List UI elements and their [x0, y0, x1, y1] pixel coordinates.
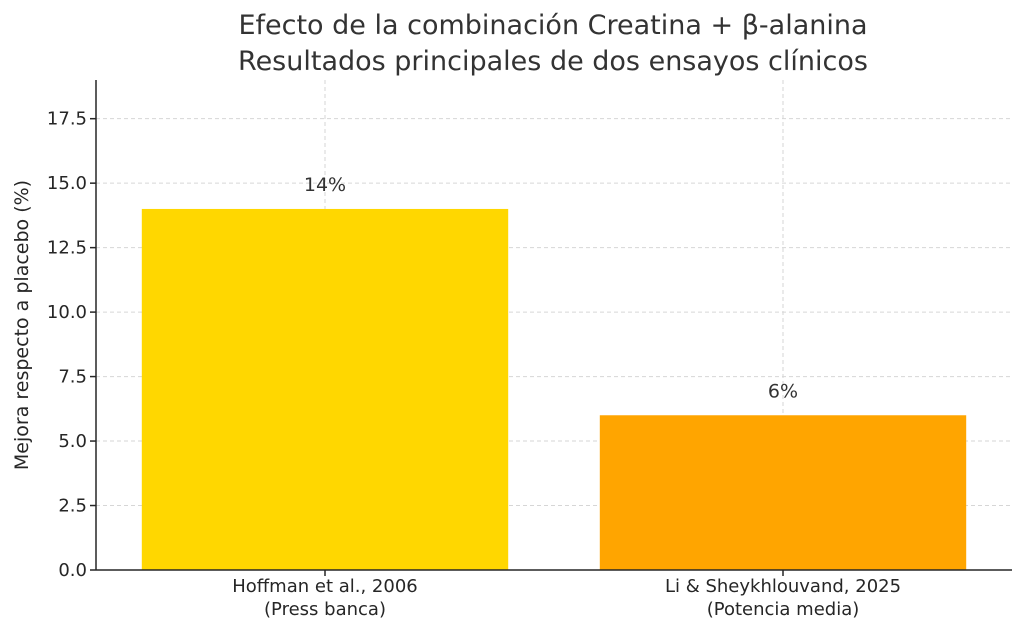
- bar: [599, 415, 967, 570]
- x-axis-labels: Hoffman et al., 2006(Press banca) Li & Sh…: [232, 570, 901, 620]
- y-tick-label: 15.0: [47, 173, 87, 194]
- data-label: 14%: [304, 174, 346, 196]
- y-tick-label: 0.0: [58, 560, 87, 581]
- data-label: 6%: [768, 380, 798, 402]
- y-tick-label: 10.0: [47, 302, 87, 323]
- x-tick-label: (Press banca): [264, 599, 386, 620]
- y-tick-label: 17.5: [47, 109, 87, 130]
- bar: [141, 208, 509, 570]
- x-tick-label: Li & Sheykhlouvand, 2025: [665, 576, 901, 597]
- bars: [141, 208, 967, 570]
- y-tick-label: 2.5: [58, 496, 87, 517]
- chart-title-line-2: Resultados principales de dos ensayos cl…: [238, 46, 868, 77]
- y-axis-ticks: 0.0 2.5 5.0 7.5 10.0 12.5 15.0 17.5: [47, 109, 96, 581]
- x-tick-label: (Potencia media): [707, 599, 860, 620]
- y-tick-label: 7.5: [58, 367, 87, 388]
- x-tick-label: Hoffman et al., 2006: [232, 576, 418, 597]
- y-tick-label: 5.0: [58, 431, 87, 452]
- data-labels: 14% 6%: [304, 174, 798, 402]
- chart-title-line-1: Efecto de la combinación Creatina + β-al…: [238, 10, 867, 41]
- y-tick-label: 12.5: [47, 238, 87, 259]
- y-axis-label: Mejora respecto a placebo (%): [11, 180, 33, 470]
